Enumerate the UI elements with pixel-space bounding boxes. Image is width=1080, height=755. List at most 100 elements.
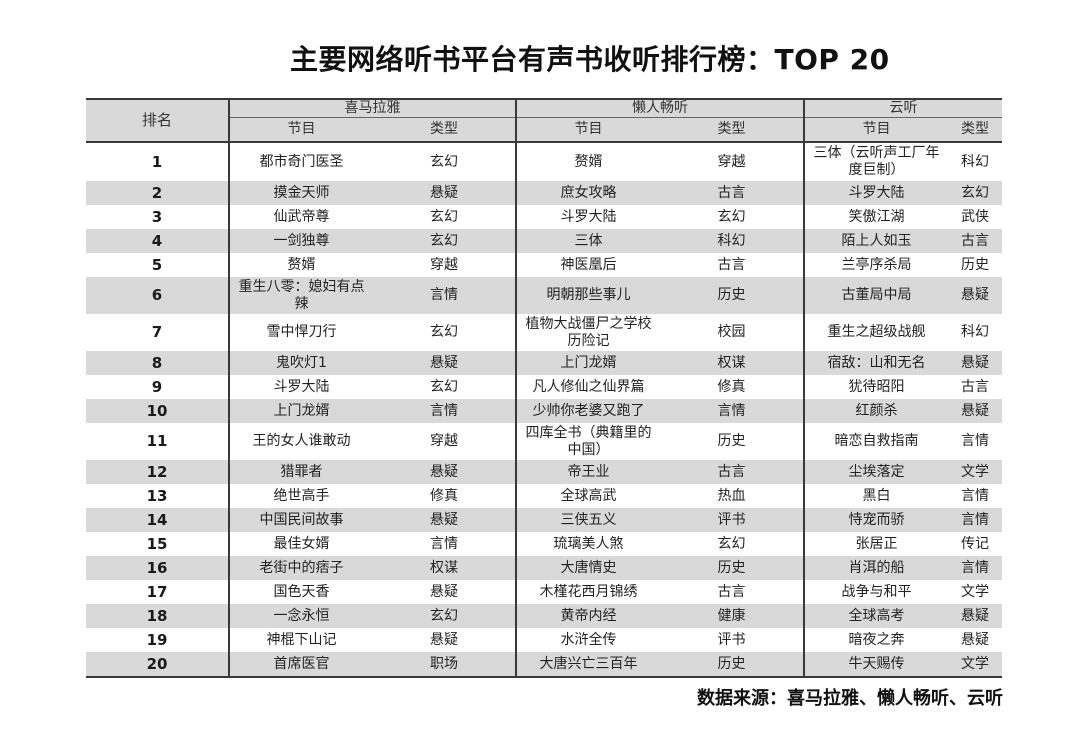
rank-cell: 18 — [86, 604, 229, 628]
type-cell: 穿越 — [430, 433, 458, 449]
type-cell: 悬疑 — [948, 399, 1002, 423]
type-cell: 悬疑 — [961, 631, 989, 648]
table-row: 15 最佳女婿 言情 琉璃美人煞 玄幻 张居正 传记 — [86, 532, 1002, 556]
table-row: 16 老街中的痞子 权谋 大唐情史 历史 肖洱的船 言情 — [86, 556, 1002, 580]
type-cell: 言情 — [948, 508, 1002, 532]
table-row: 7 雪中悍刀行 玄幻 植物大战僵尸之学校历险记 校园 重生之超级战舰 科幻 — [86, 314, 1002, 351]
table-row: 9 斗罗大陆 玄幻 凡人修仙之仙界篇 修真 犹待昭阳 古言 — [86, 375, 1002, 399]
table-row: 6 重生八零：媳妇有点辣 言情 明朝那些事儿 历史 古董局中局 悬疑 — [86, 277, 1002, 314]
rank-cell: 8 — [86, 351, 229, 375]
table-row: 3 仙武帝尊 玄幻 斗罗大陆 玄幻 笑傲江湖 武侠 — [86, 205, 1002, 229]
column-header-program: 节目 — [803, 117, 948, 142]
program-cell: 重生之超级战舰 — [803, 314, 948, 351]
program-cell: 恃宠而骄 — [803, 508, 948, 532]
program-cell: 尘埃落定 — [803, 460, 948, 484]
type-cell: 历史 — [660, 652, 804, 677]
type-cell: 历史 — [717, 433, 746, 449]
type-cell: 玄幻 — [430, 153, 458, 170]
program-cell: 斗罗大陆 — [803, 181, 948, 205]
program-cell: 全球高武 — [515, 484, 660, 508]
type-cell: 悬疑 — [373, 351, 516, 375]
type-cell: 言情 — [373, 277, 516, 314]
program-cell: 绝世高手 — [228, 484, 373, 508]
program-cell: 木槿花西月锦绣 — [515, 580, 660, 604]
column-header-type: 类型 — [373, 117, 516, 142]
program-cell: 神棍下山记 — [228, 628, 373, 652]
rank-cell: 5 — [151, 255, 163, 274]
program-cell: 三体（云听声工厂年度巨制） — [803, 142, 948, 181]
program-cell: 斗罗大陆 — [228, 375, 373, 399]
program-cell: 一念永恒 — [228, 604, 373, 628]
type-cell: 历史 — [961, 256, 989, 273]
type-cell: 悬疑 — [373, 460, 516, 484]
rank-cell: 13 — [146, 486, 168, 505]
program-cell: 大唐兴亡三百年 — [515, 652, 660, 677]
program-cell: 三体 — [515, 229, 660, 253]
program-cell: 猎罪者 — [228, 460, 373, 484]
type-cell: 悬疑 — [430, 631, 458, 648]
type-cell: 历史 — [660, 277, 804, 314]
rank-cell: 15 — [146, 534, 168, 553]
ranking-table: 排名 喜马拉雅 懒人畅听 云听 节目 类型 节目 类型 节目 类型 1 都市奇门… — [86, 98, 1002, 678]
table-row: 14 中国民间故事 悬疑 三侠五义 评书 恃宠而骄 言情 — [86, 508, 1002, 532]
type-cell: 悬疑 — [373, 508, 516, 532]
type-cell: 传记 — [961, 535, 989, 552]
type-cell: 科幻 — [961, 153, 989, 170]
table-row: 13 绝世高手 修真 全球高武 热血 黑白 言情 — [86, 484, 1002, 508]
type-cell: 校园 — [717, 324, 746, 340]
table-row: 2 摸金天师 悬疑 庶女攻略 古言 斗罗大陆 玄幻 — [86, 181, 1002, 205]
type-cell: 文学 — [948, 652, 1002, 677]
program-cell: 帝王业 — [515, 460, 660, 484]
data-source-note: 数据来源：喜马拉雅、懒人畅听、云听 — [697, 688, 1003, 709]
program-cell: 上门龙婿 — [515, 351, 660, 375]
table-row: 11 王的女人谁敢动 穿越 四库全书（典籍里的中国） 历史 暗恋自救指南 言情 — [86, 423, 1002, 460]
program-cell: 张居正 — [803, 532, 948, 556]
program-cell: 赘婿 — [228, 253, 373, 277]
type-cell: 悬疑 — [948, 277, 1002, 314]
type-cell: 玄幻 — [948, 181, 1002, 205]
type-cell: 言情 — [660, 399, 804, 423]
program-cell: 陌上人如玉 — [803, 229, 948, 253]
program-cell: 首席医官 — [228, 652, 373, 677]
table-row: 10 上门龙婿 言情 少帅你老婆又跑了 言情 红颜杀 悬疑 — [86, 399, 1002, 423]
rank-header: 排名 — [86, 99, 229, 142]
program-cell: 明朝那些事儿 — [515, 277, 660, 314]
type-cell: 职场 — [373, 652, 516, 677]
table-row: 12 猎罪者 悬疑 帝王业 古言 尘埃落定 文学 — [86, 460, 1002, 484]
column-header-type: 类型 — [660, 117, 804, 142]
type-cell: 言情 — [961, 433, 989, 449]
program-cell: 少帅你老婆又跑了 — [515, 399, 660, 423]
type-cell: 健康 — [660, 604, 804, 628]
program-cell: 都市奇门医圣 — [228, 142, 373, 181]
rank-cell: 14 — [86, 508, 229, 532]
header-row-platforms: 排名 喜马拉雅 懒人畅听 云听 — [86, 99, 1002, 142]
type-cell: 古言 — [961, 378, 989, 395]
type-cell: 玄幻 — [373, 604, 516, 628]
type-cell: 玄幻 — [717, 535, 746, 552]
program-cell: 宿敌：山和无名 — [803, 351, 948, 375]
table-row: 20 首席医官 职场 大唐兴亡三百年 历史 牛天赐传 文学 — [86, 652, 1002, 677]
program-cell: 四库全书（典籍里的中国） — [515, 423, 660, 460]
rank-cell: 6 — [86, 277, 229, 314]
program-cell: 黄帝内经 — [515, 604, 660, 628]
program-cell: 凡人修仙之仙界篇 — [515, 375, 660, 399]
program-cell: 中国民间故事 — [228, 508, 373, 532]
program-cell: 三侠五义 — [515, 508, 660, 532]
chart-title: 主要网络听书平台有声书收听排行榜：TOP 20 — [290, 43, 890, 76]
type-cell: 言情 — [961, 487, 989, 504]
type-cell: 穿越 — [717, 153, 746, 170]
program-cell: 神医凰后 — [515, 253, 660, 277]
type-cell: 历史 — [660, 556, 804, 580]
type-cell: 评书 — [717, 631, 746, 648]
program-cell: 全球高考 — [803, 604, 948, 628]
table-row: 1 都市奇门医圣 玄幻 赘婿 穿越 三体（云听声工厂年度巨制） 科幻 — [86, 142, 1002, 181]
type-cell: 悬疑 — [430, 583, 458, 600]
ranking-table-container: 排名 喜马拉雅 懒人畅听 云听 节目 类型 节目 类型 节目 类型 1 都市奇门… — [86, 98, 1002, 678]
rank-cell: 1 — [151, 152, 163, 171]
type-cell: 穿越 — [430, 256, 458, 273]
column-header-program: 节目 — [515, 117, 660, 142]
type-cell: 悬疑 — [373, 181, 516, 205]
column-header-program: 节目 — [228, 117, 373, 142]
type-cell: 古言 — [948, 229, 1002, 253]
program-cell: 雪中悍刀行 — [228, 314, 373, 351]
